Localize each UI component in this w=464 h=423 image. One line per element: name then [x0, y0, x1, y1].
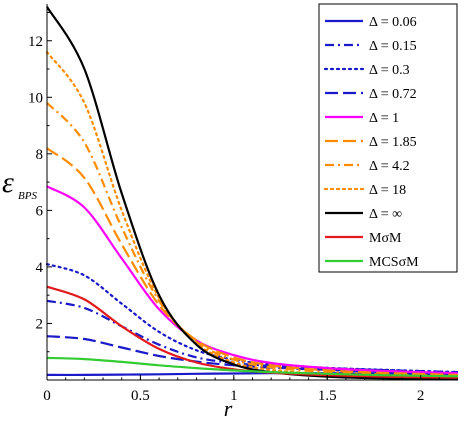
y-tick-label: 8: [36, 147, 44, 163]
series-line: [46, 147, 459, 376]
y-axis-label-subscript: BPS: [18, 190, 37, 202]
y-tick-label: 6: [36, 203, 44, 219]
x-tick-label: 2: [417, 388, 425, 404]
legend-label: MCSσM: [369, 255, 419, 270]
x-tick-label: 0: [43, 388, 51, 404]
x-tick-label: 1: [230, 388, 238, 404]
x-axis-label: r: [224, 396, 233, 421]
y-tick-label: 10: [28, 90, 43, 106]
series-line: [45, 263, 460, 374]
series-line: [46, 285, 459, 379]
y-tick-label: 4: [36, 260, 44, 276]
legend-label: Δ = 1: [369, 111, 399, 126]
legend-label: Δ = 18: [369, 183, 406, 198]
legend-items: Δ = 0.06 Δ = 0.15 Δ = 0.3 Δ = 0.72 Δ = 1 Δ = …: [323, 15, 419, 270]
legend-label: Δ = 0.72: [369, 87, 417, 102]
y-axis-label: ε BPS: [2, 166, 37, 202]
legend-label: MσM: [369, 231, 402, 246]
ticks-layer: 0 0.5 1 1.5 2 2 4 6 8 10 12: [28, 11, 440, 404]
legend-label: Δ = 4.2: [369, 159, 410, 174]
series-line: [46, 102, 459, 378]
legend-label: Δ = 1.85: [369, 135, 417, 150]
series-line: [46, 356, 459, 378]
x-tick-label: 1.5: [318, 388, 337, 404]
legend-label: Δ = ∞: [369, 207, 402, 222]
legend-label: Δ = 0.3: [369, 63, 410, 78]
series-line: [46, 6, 459, 381]
series-line: [46, 372, 459, 377]
legend-label: Δ = 0.15: [369, 39, 417, 54]
x-tick-label: 0.5: [131, 388, 150, 404]
y-axis-label-main: ε: [2, 166, 14, 199]
legend: Δ = 0.06 Δ = 0.15 Δ = 0.3 Δ = 0.72 Δ = 1 Δ = …: [318, 3, 458, 273]
legend-box: [318, 3, 458, 273]
y-tick-label: 12: [28, 34, 43, 50]
series-line: [46, 185, 459, 375]
series-layer: [45, 6, 460, 381]
y-tick-label: 2: [36, 316, 44, 332]
legend-label: Δ = 0.06: [369, 15, 417, 30]
series-line: [46, 335, 459, 375]
